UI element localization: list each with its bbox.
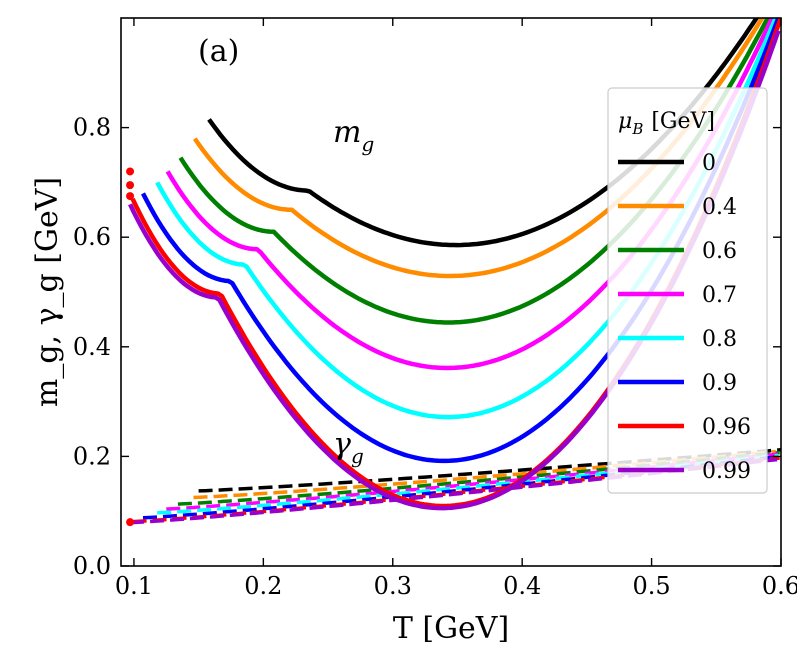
y-axis-title: m_g, γ_g [GeV] xyxy=(30,177,65,407)
legend-label-0.6: 0.6 xyxy=(702,239,737,264)
mg-annotation: mg xyxy=(333,115,374,156)
y-tick-label: 0.2 xyxy=(73,442,111,470)
legend-title: μB [GeV] xyxy=(618,109,715,138)
panel-label: (a) xyxy=(198,34,239,69)
x-tick-label: 0.5 xyxy=(633,572,671,600)
gamma-line-mu-0.7 xyxy=(166,452,781,511)
legend-label-0.96: 0.96 xyxy=(702,415,751,440)
x-tick-label: 0.3 xyxy=(374,572,412,600)
x-tick-label: 0.1 xyxy=(115,572,153,600)
gamma-annotation: γg xyxy=(333,427,364,468)
y-tick-label: 0.0 xyxy=(73,552,111,580)
gamma-line-mu-0.8 xyxy=(157,453,779,515)
critical-point-marker xyxy=(126,192,135,201)
x-axis-title: T [GeV] xyxy=(393,611,509,646)
legend-label-0.8: 0.8 xyxy=(702,327,737,352)
critical-point-marker xyxy=(126,167,135,176)
x-tick-label: 0.2 xyxy=(244,572,282,600)
legend-label-0: 0 xyxy=(702,151,716,176)
ticks-layer: 0.1 0.2 0.3 0.4 0.5 0.6 0.0 0.2 0.4 0.6 0.8 xyxy=(73,18,797,600)
legend: μB [GeV] 0 0.4 0.6 0.7 0.8 0.9 0.96 0.99 xyxy=(607,87,768,494)
x-tick-label: 0.6 xyxy=(762,572,797,600)
y-tick-label: 0.4 xyxy=(73,333,111,361)
critical-point-marker xyxy=(126,181,135,190)
legend-box xyxy=(607,87,768,494)
legend-label-0.7: 0.7 xyxy=(702,283,737,308)
y-tick-label: 0.8 xyxy=(73,114,111,142)
x-tick-label: 0.4 xyxy=(503,572,541,600)
y-tick-label: 0.6 xyxy=(73,223,111,251)
legend-label-0.4: 0.4 xyxy=(702,195,737,220)
critical-point-marker xyxy=(126,518,135,527)
plot-frame xyxy=(120,17,782,567)
legend-items: 0 0.4 0.6 0.7 0.8 0.9 0.96 0.99 xyxy=(618,151,751,484)
legend-label-0.9: 0.9 xyxy=(702,371,737,396)
legend-label-0.99: 0.99 xyxy=(702,459,751,484)
